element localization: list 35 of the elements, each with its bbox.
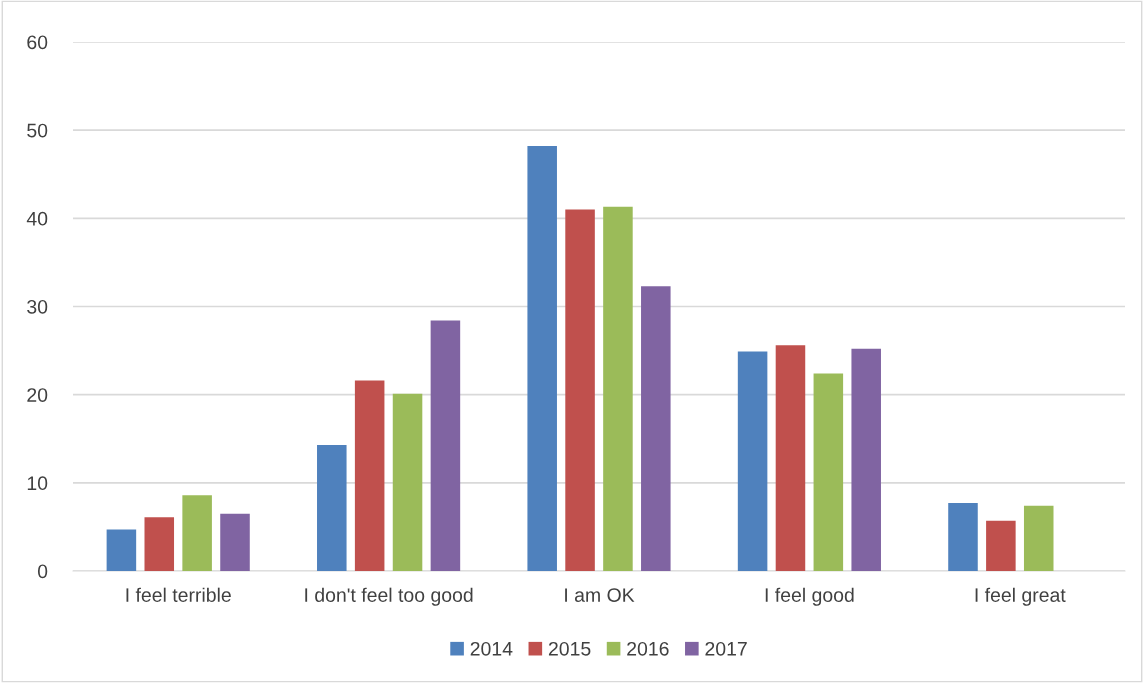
x-tick-label: I feel terrible	[126, 587, 231, 602]
bar	[851, 348, 881, 571]
bar	[813, 373, 844, 571]
bar	[1023, 505, 1054, 571]
bar	[737, 351, 768, 571]
bar	[641, 286, 671, 571]
y-tick-label: 20	[27, 388, 48, 402]
y-tick-label: 0	[37, 564, 48, 579]
bar	[527, 146, 557, 571]
legend-label: 2015	[548, 641, 591, 656]
bar	[948, 503, 978, 571]
y-tick-label: 50	[27, 123, 48, 138]
x-tick-label: I feel great	[975, 587, 1066, 606]
bar	[565, 209, 595, 571]
bar	[392, 393, 423, 571]
x-tick-label: I am OK	[565, 588, 635, 602]
x-tick-label: I feel good	[765, 587, 854, 606]
bar	[986, 520, 1016, 571]
bar	[220, 513, 250, 571]
bar	[430, 320, 461, 571]
y-tick-label: 40	[26, 211, 48, 226]
legend-label: 2014	[470, 641, 513, 656]
bar	[775, 345, 806, 571]
legend-label: 2017	[705, 641, 747, 656]
bar	[317, 444, 347, 571]
bar	[354, 380, 385, 571]
bar	[182, 495, 212, 571]
x-tick-label: I don't feel too good	[305, 587, 473, 606]
bar	[106, 529, 137, 571]
bar	[603, 206, 633, 571]
y-tick-label: 60	[27, 35, 48, 50]
y-tick-label: 10	[27, 476, 48, 491]
y-tick-label: 30	[27, 299, 48, 314]
bar	[144, 517, 175, 571]
legend-label: 2016	[627, 641, 669, 656]
